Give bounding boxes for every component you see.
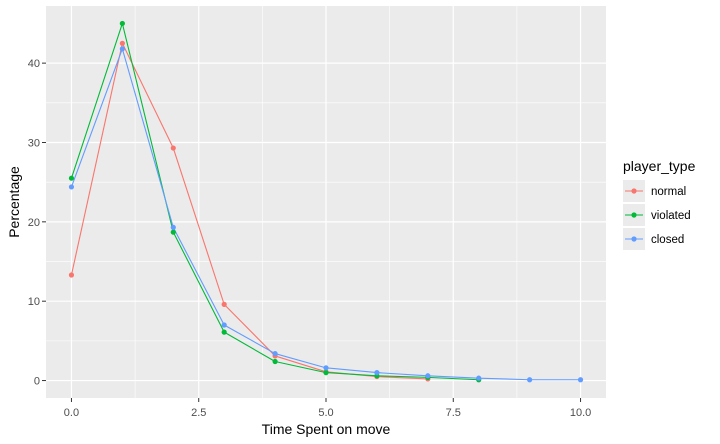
x-tick-label: 2.5: [191, 407, 206, 419]
data-point-violated: [221, 329, 227, 335]
data-point-closed: [68, 184, 75, 190]
data-point-closed: [476, 375, 482, 381]
data-point-violated: [323, 370, 329, 376]
axis-ticks: [42, 62, 582, 402]
y-tick-label: 40: [28, 58, 40, 70]
data-point-violated: [119, 20, 125, 27]
data-point-normal: [170, 145, 176, 151]
data-point-closed: [170, 224, 176, 230]
legend-key-point-normal: [631, 188, 637, 194]
data-point-violated: [170, 229, 176, 235]
data-point-closed: [425, 373, 431, 379]
major-gridlines: [46, 6, 606, 398]
legend-key-point-violated: [631, 212, 637, 218]
data-point-normal: [119, 40, 125, 46]
data-point-closed: [272, 350, 278, 357]
y-axis-title: Percentage: [6, 166, 22, 238]
y-tick-label: 30: [28, 137, 40, 149]
data-point-normal: [221, 301, 227, 307]
y-tick-label: 20: [28, 217, 40, 229]
legend-label-closed: closed: [651, 234, 684, 246]
legend-title: player_type: [623, 158, 696, 174]
legend-key-point-closed: [631, 236, 637, 242]
y-tick-label: 0: [34, 376, 40, 388]
x-tick-label: 0.0: [64, 407, 79, 419]
data-point-closed: [577, 377, 584, 383]
data-point-violated: [272, 358, 278, 365]
data-point-closed: [119, 46, 125, 52]
data-point-normal: [68, 272, 75, 278]
data-point-closed: [374, 370, 380, 376]
legend-label-normal: normal: [651, 186, 686, 198]
data-point-violated: [68, 175, 75, 181]
x-axis-title: Time Spent on move: [262, 421, 391, 437]
legend: player_type normal violated closed: [623, 158, 696, 250]
data-point-closed: [527, 377, 533, 383]
data-point-closed: [323, 365, 329, 371]
y-tick-label: 10: [28, 296, 40, 308]
x-tick-label: 7.5: [446, 407, 461, 419]
x-tick-label: 10.0: [570, 407, 591, 419]
series-points: [68, 20, 584, 383]
legend-keys: normal violated closed: [623, 180, 691, 250]
x-tick-label: 5.0: [318, 407, 333, 419]
data-point-closed: [221, 322, 227, 328]
legend-label-violated: violated: [651, 210, 691, 222]
y-tick-labels: 0 10 20 30 40: [28, 58, 40, 387]
x-tick-labels: 0.0 2.5 5.0 7.5 10.0: [64, 407, 591, 419]
